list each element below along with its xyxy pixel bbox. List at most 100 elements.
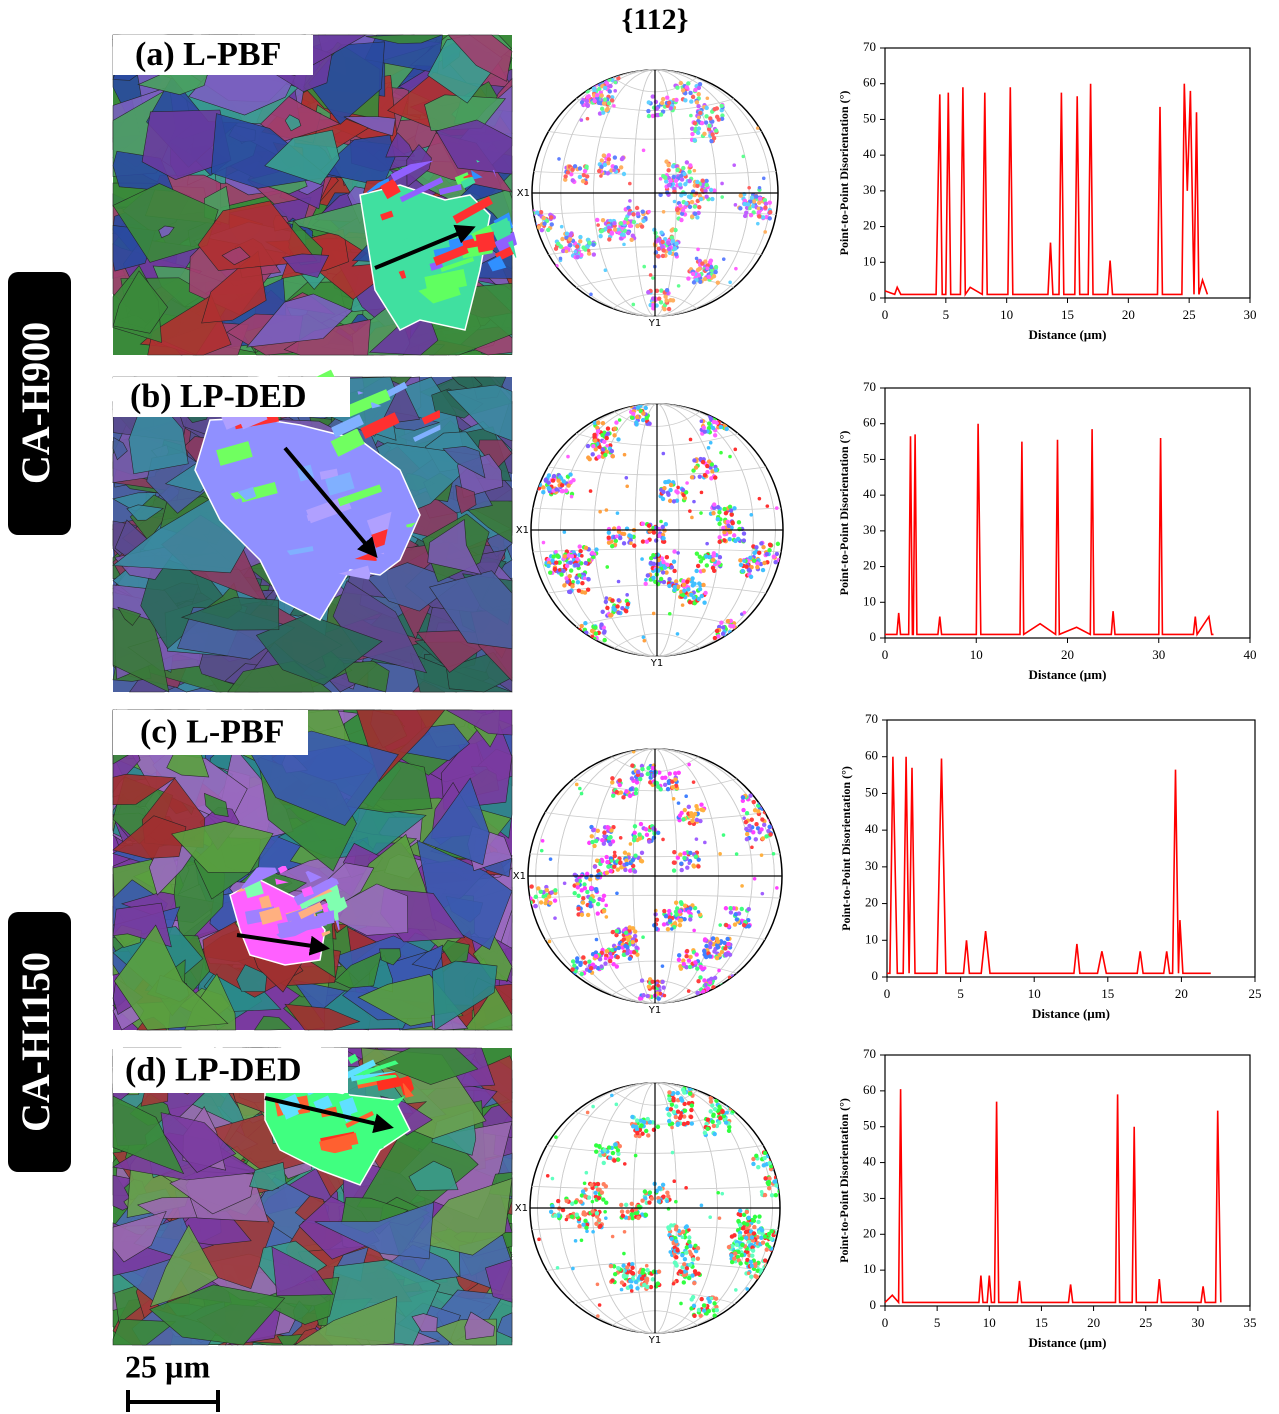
pole-point [602, 830, 606, 834]
pole-point [553, 898, 557, 902]
y-tick-label: 70 [863, 39, 876, 54]
pole-point [700, 178, 704, 182]
pole-point [692, 780, 696, 784]
x-tick-label: 25 [1139, 1315, 1152, 1330]
pole-point [584, 1226, 588, 1230]
pole-point [656, 984, 660, 988]
pole-point [689, 1297, 693, 1301]
pole-point [657, 1270, 661, 1274]
pole-point [547, 487, 551, 491]
pole-point [706, 96, 710, 100]
pole-point [693, 169, 697, 173]
pole-point [566, 170, 570, 174]
pole-point [771, 1156, 775, 1160]
pole-point [755, 565, 759, 569]
pole-point [730, 520, 734, 524]
pole-point [674, 1200, 678, 1204]
pole-point [756, 222, 760, 226]
pole-point [568, 574, 572, 578]
pole-point [764, 801, 768, 805]
pole-point [716, 940, 720, 944]
pole-point [556, 1266, 560, 1270]
pole-point [560, 225, 564, 229]
pole-point [664, 298, 668, 302]
pole-point [578, 235, 582, 239]
pole-point [578, 549, 582, 553]
pole-point [613, 426, 617, 430]
pole-point [537, 1238, 541, 1242]
pole-point [602, 1161, 606, 1165]
pole-point [670, 235, 674, 239]
pole-point [536, 474, 540, 478]
pole-point [689, 811, 693, 815]
pole-point [767, 548, 771, 552]
pole-point [679, 218, 683, 222]
pole-point [605, 915, 609, 919]
pole-point [759, 541, 763, 545]
pole-point [700, 188, 704, 192]
pole-point [616, 511, 620, 515]
pole-point [689, 1252, 693, 1256]
x-tick-label: 0 [884, 986, 891, 1001]
pole-title: {112} [622, 3, 689, 36]
pole-point [640, 859, 644, 863]
pole-point [683, 192, 687, 196]
pole-point [628, 182, 632, 186]
pole-point [632, 950, 636, 954]
pole-point [756, 1220, 760, 1224]
pole-point [615, 1103, 619, 1107]
pole-point [733, 922, 737, 926]
pole-point [684, 794, 688, 798]
pole-point [587, 241, 591, 245]
pole-point [581, 179, 585, 183]
pole-point [784, 1239, 788, 1243]
pole-point [752, 558, 756, 562]
pole-point [608, 1156, 612, 1160]
pole-point [578, 638, 582, 642]
pole-point [616, 1266, 620, 1270]
pole-point [768, 201, 772, 205]
pole-point [610, 780, 614, 784]
pole-point [659, 577, 663, 581]
pole-point [583, 1219, 587, 1223]
pole-point [547, 473, 551, 477]
pole-point [640, 224, 644, 228]
pole-point [727, 1125, 731, 1129]
pole-point [652, 530, 656, 534]
pole-point [661, 254, 665, 258]
pole-point [717, 560, 721, 564]
pole-point [616, 955, 620, 959]
pole-point [697, 273, 701, 277]
pole-point [646, 573, 650, 577]
pole-point [771, 1156, 775, 1160]
pole-point [677, 953, 681, 957]
pole-point [702, 425, 706, 429]
pole-point [688, 205, 692, 209]
pole-point [605, 565, 609, 569]
y-tick-label: 30 [863, 1189, 876, 1204]
pole-point [641, 522, 645, 526]
pole-point [561, 249, 565, 253]
pole-point [661, 525, 665, 529]
pole-point [603, 86, 607, 90]
pole-point [590, 834, 594, 838]
pole-point [749, 513, 753, 517]
pole-point [729, 1099, 733, 1103]
pole-point [696, 92, 700, 96]
pole-point [723, 952, 727, 956]
pole-point [606, 432, 610, 436]
pole-point [669, 483, 673, 487]
pole-point [672, 868, 676, 872]
pole-point [583, 576, 587, 580]
pole-point [763, 1258, 767, 1262]
pole-point [571, 580, 575, 584]
pole-point [589, 1183, 593, 1187]
pole-point [728, 953, 732, 957]
y-tick-label: 20 [863, 218, 876, 233]
pole-point [720, 195, 724, 199]
pole-point [578, 544, 582, 548]
pole-point [775, 886, 779, 890]
pole-point [615, 604, 619, 608]
pole-point [557, 157, 561, 161]
pole-point [691, 95, 695, 99]
